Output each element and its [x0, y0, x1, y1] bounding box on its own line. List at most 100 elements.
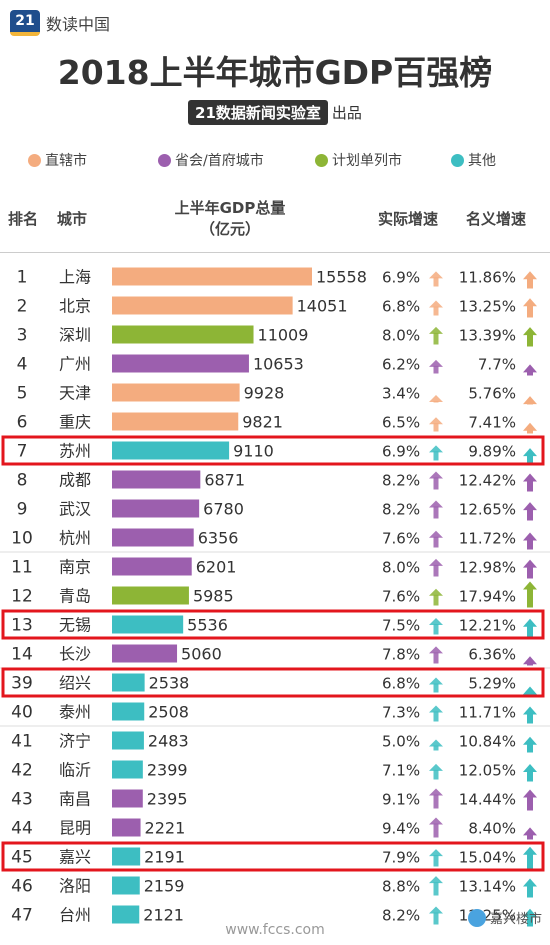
legend-dot [28, 153, 41, 167]
nominal-growth-arrow-head [523, 764, 537, 773]
legend-label: 其他 [468, 153, 496, 169]
brand-logo: 21 数读中国 [10, 10, 110, 36]
nominal-growth-label: 13.14% [459, 878, 516, 896]
header-gdp-line1: 上半年GDP总量 [174, 199, 286, 217]
real-growth-label: 7.5% [382, 617, 420, 635]
legend-dot [315, 153, 328, 167]
highlight-box [1, 435, 545, 466]
real-growth-arrow-head [429, 326, 443, 334]
header-rank: 排名 [8, 210, 39, 228]
real-growth-arrow-shaft [433, 769, 439, 780]
real-growth-arrow-shaft [433, 451, 439, 461]
nominal-growth-arrow-head [523, 473, 537, 482]
real-growth-arrow-head [429, 300, 443, 308]
real-growth-arrow-shaft [433, 683, 439, 693]
gdp-value-label: 2221 [145, 819, 186, 838]
rank-label: 11 [11, 558, 33, 578]
nominal-growth-arrow-shaft [527, 885, 533, 898]
gdp-bar [112, 847, 141, 866]
nominal-growth-arrow-head [523, 502, 537, 511]
city-label: 长沙 [59, 645, 91, 664]
city-label: 重庆 [59, 413, 91, 432]
real-growth-arrow-shaft [433, 423, 439, 432]
real-growth-label: 7.9% [382, 849, 420, 867]
real-growth-arrow-head [429, 500, 443, 508]
nominal-growth-arrow-shaft [527, 371, 533, 376]
gdp-bar [112, 905, 140, 924]
gdp-value-label: 2191 [144, 848, 185, 867]
real-growth-arrow-head [429, 618, 443, 625]
nominal-growth-arrow-head [523, 396, 537, 405]
gdp-value-label: 5060 [181, 645, 222, 664]
real-growth-arrow-shaft [433, 477, 439, 490]
gdp-bar [112, 644, 178, 663]
city-label: 北京 [59, 297, 91, 316]
nominal-growth-label: 8.40% [468, 820, 516, 838]
city-label: 上海 [59, 268, 91, 287]
gdp-value-label: 14051 [297, 297, 348, 316]
rank-label: 8 [17, 471, 28, 491]
nominal-growth-arrow-head [523, 789, 537, 798]
gdp-bar [112, 354, 249, 373]
legend-label: 计划单列市 [332, 153, 402, 169]
real-growth-arrow-shaft [433, 882, 439, 896]
real-growth-label: 8.8% [382, 878, 420, 896]
legend-label: 省会/首府城市 [175, 153, 264, 169]
city-label: 无锡 [59, 616, 91, 635]
nominal-growth-label: 7.41% [468, 414, 516, 432]
nominal-growth-arrow-shaft [527, 566, 533, 579]
nominal-growth-label: 15.04% [459, 849, 516, 867]
corner-brand-label: 嘉兴楼市 [489, 912, 542, 927]
nominal-growth-arrow-head [523, 656, 537, 665]
gdp-value-label: 5536 [187, 616, 228, 635]
rank-label: 4 [17, 355, 28, 375]
real-growth-arrow-head [429, 588, 443, 596]
nominal-growth-arrow-shaft [527, 509, 533, 521]
gdp-value-label: 10653 [253, 355, 304, 374]
nominal-growth-arrow-shaft [527, 915, 533, 927]
nominal-growth-arrow-shaft [527, 743, 533, 753]
city-label: 杭州 [59, 529, 91, 548]
nominal-growth-arrow-head [523, 736, 537, 745]
real-growth-arrow-shaft [433, 401, 439, 403]
nominal-growth-arrow-head [523, 846, 537, 855]
real-growth-arrow-head [429, 906, 443, 914]
highlight-box [1, 841, 545, 872]
gdp-bar [112, 702, 145, 721]
nominal-growth-label: 6.36% [468, 646, 516, 664]
gdp-bar [112, 673, 145, 692]
rank-label: 9 [17, 500, 28, 520]
header-divider [0, 252, 550, 253]
legend-item-other: 其他 [451, 150, 496, 170]
gdp-bar [112, 499, 200, 518]
gdp-value-label: 2159 [144, 877, 185, 896]
gdp-value-label: 2538 [149, 674, 190, 693]
chart-subtitle: 21数据新闻实验室 出品 [0, 100, 550, 125]
real-growth-label: 6.2% [382, 356, 420, 374]
real-growth-arrow-head [429, 471, 443, 479]
nominal-growth-arrow-shaft [527, 539, 533, 550]
brand-badge: 21 [10, 10, 40, 36]
nominal-growth-arrow-head [523, 448, 537, 457]
nominal-growth-arrow-shaft [527, 663, 533, 666]
nominal-growth-arrow-head [523, 878, 537, 887]
real-growth-label: 9.4% [382, 820, 420, 838]
real-growth-arrow-head [429, 417, 443, 425]
real-growth-arrow-head [429, 445, 443, 453]
header-nominal-growth: 名义增速 [466, 210, 527, 228]
city-label: 天津 [59, 384, 91, 403]
nominal-growth-label: 11.72% [459, 530, 516, 548]
chart-title: 2018上半年城市GDP百强榜 [57, 53, 493, 92]
real-growth-arrow-shaft [433, 624, 439, 635]
rank-label: 7 [17, 442, 28, 462]
real-growth-label: 9.1% [382, 791, 420, 809]
nominal-growth-label: 5.76% [468, 385, 516, 403]
city-label: 成都 [59, 471, 91, 490]
gdp-value-label: 5985 [193, 587, 234, 606]
nominal-growth-arrow-head [523, 364, 537, 373]
gdp-bar [112, 267, 312, 286]
rank-label: 5 [17, 384, 28, 404]
city-label: 洛阳 [59, 877, 91, 896]
lab-badge: 21数据新闻实验室 [188, 100, 328, 125]
